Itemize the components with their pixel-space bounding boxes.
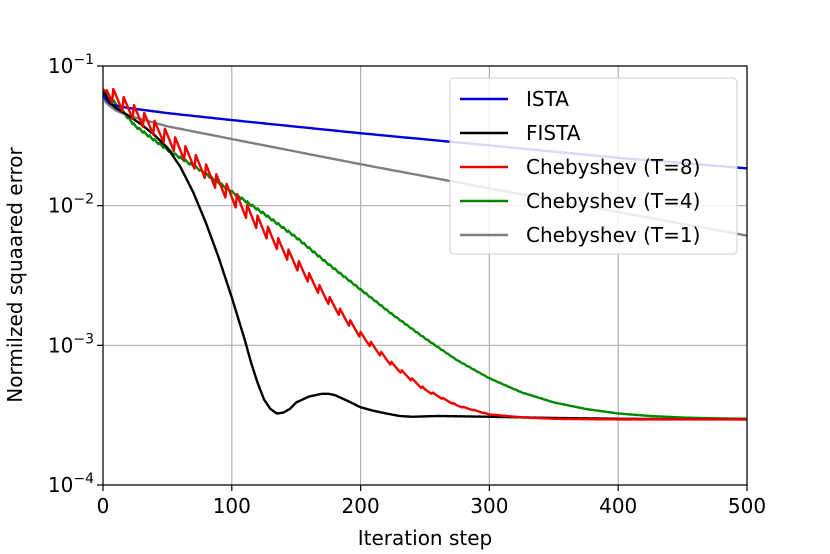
legend-label: Chebyshev (T=4) <box>526 189 700 213</box>
legend-label: Chebyshev (T=8) <box>526 155 700 179</box>
legend: ISTA FISTA Chebyshev (T=8) Chebyshev (T=4) C… <box>449 77 738 255</box>
y-axis-label: Normilzed squaared error <box>3 147 27 403</box>
x-tick-label: 100 <box>213 494 251 518</box>
x-tick-label: 500 <box>728 494 766 518</box>
x-tick-label: 0 <box>97 494 110 518</box>
y-tick-label: 10−1 <box>48 52 94 78</box>
x-tick-label: 200 <box>342 494 380 518</box>
y-tick-label: 10−2 <box>48 192 94 218</box>
legend-frame <box>449 77 738 255</box>
legend-label: Chebyshev (T=1) <box>526 223 700 247</box>
legend-label: FISTA <box>526 121 581 145</box>
y-tick-label: 10−4 <box>48 471 94 497</box>
y-axis: 10−4 10−3 10−2 10−1 <box>48 52 103 497</box>
legend-label: ISTA <box>526 87 569 111</box>
x-tick-label: 300 <box>470 494 508 518</box>
x-axis-label: Iteration step <box>358 526 492 550</box>
x-tick-label: 400 <box>599 494 637 518</box>
x-axis: 0 100 200 300 400 500 <box>97 485 766 518</box>
plot-frame <box>102 65 748 486</box>
series-line-chebyshev-t-8 <box>103 87 747 421</box>
y-tick-label: 10−3 <box>48 331 94 357</box>
